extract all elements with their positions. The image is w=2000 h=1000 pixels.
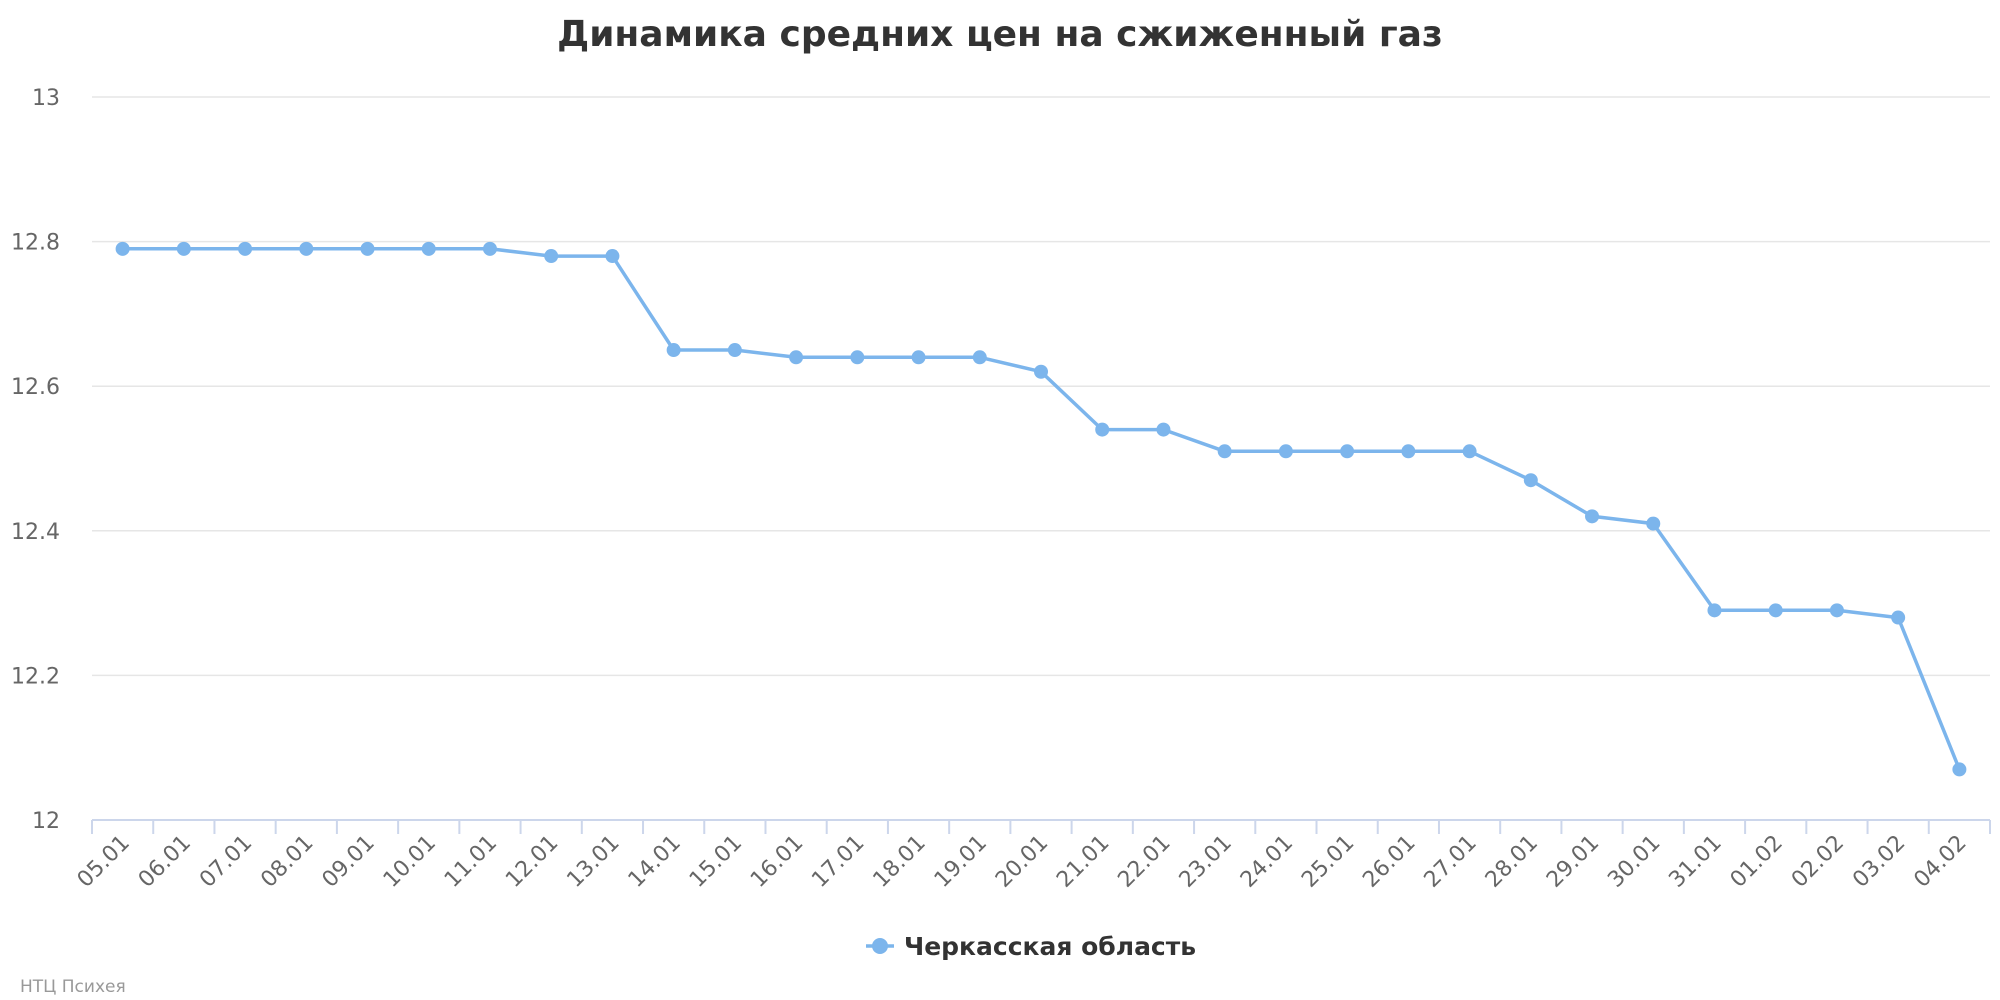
x-tick-label: 09.01 bbox=[318, 831, 380, 893]
x-tick-label: 11.01 bbox=[440, 831, 502, 893]
legend-item[interactable]: Черкасская область bbox=[866, 932, 1196, 961]
y-tick-label: 12.8 bbox=[11, 231, 60, 256]
data-point[interactable] bbox=[1217, 444, 1232, 459]
legend-marker-icon bbox=[872, 938, 888, 954]
data-point[interactable] bbox=[1707, 603, 1722, 618]
x-axis-labels: 05.01 06.01 07.01 08.01 09.01 10.01 11.01 12.01… bbox=[73, 831, 1972, 893]
data-point[interactable] bbox=[238, 241, 253, 256]
data-point[interactable] bbox=[1646, 516, 1661, 531]
x-tick-label: 31.01 bbox=[1665, 831, 1727, 893]
series-group bbox=[115, 241, 1967, 777]
data-point[interactable] bbox=[1462, 444, 1477, 459]
y-tick-label: 12 bbox=[32, 809, 60, 834]
x-tick-label: 28.01 bbox=[1481, 831, 1543, 893]
x-tick-label: 19.01 bbox=[930, 831, 992, 893]
x-tick-label: 20.01 bbox=[991, 831, 1053, 893]
x-tick-label: 01.02 bbox=[1726, 831, 1788, 893]
x-tick-label: 21.01 bbox=[1052, 831, 1114, 893]
data-point[interactable] bbox=[1156, 422, 1171, 437]
data-point[interactable] bbox=[1340, 444, 1355, 459]
data-point[interactable] bbox=[1585, 509, 1600, 524]
x-tick-label: 30.01 bbox=[1603, 831, 1665, 893]
data-point[interactable] bbox=[911, 350, 926, 365]
credits-text: НТЦ Психея bbox=[20, 977, 126, 997]
y-axis-labels: 12 12.2 12.4 12.6 12.8 13 bbox=[11, 86, 60, 834]
x-tick-label: 10.01 bbox=[379, 831, 441, 893]
x-tick-label: 14.01 bbox=[624, 831, 686, 893]
data-point[interactable] bbox=[789, 350, 804, 365]
legend[interactable]: Черкасская область bbox=[866, 932, 1196, 961]
x-tick-label: 05.01 bbox=[73, 831, 135, 893]
x-tick-label: 27.01 bbox=[1420, 831, 1482, 893]
data-point[interactable] bbox=[421, 241, 436, 256]
data-point[interactable] bbox=[299, 241, 314, 256]
x-tick-label: 02.02 bbox=[1787, 831, 1849, 893]
data-point[interactable] bbox=[605, 249, 620, 264]
x-tick-label: 07.01 bbox=[195, 831, 257, 893]
x-tick-label: 17.01 bbox=[807, 831, 869, 893]
x-tick-label: 18.01 bbox=[869, 831, 931, 893]
y-tick-label: 12.6 bbox=[11, 375, 60, 400]
x-tick-label: 03.02 bbox=[1848, 831, 1910, 893]
data-point[interactable] bbox=[1278, 444, 1293, 459]
x-axis bbox=[91, 819, 1991, 834]
y-tick-label: 12.2 bbox=[11, 664, 60, 689]
grid-lines bbox=[92, 96, 1990, 677]
data-point[interactable] bbox=[544, 249, 559, 264]
data-point[interactable] bbox=[115, 241, 130, 256]
legend-label: Черкасская область bbox=[904, 932, 1196, 961]
series-line bbox=[120, 247, 1962, 772]
x-tick-label: 24.01 bbox=[1236, 831, 1298, 893]
data-point[interactable] bbox=[1523, 473, 1538, 488]
x-tick-label: 29.01 bbox=[1542, 831, 1604, 893]
x-tick-label: 04.02 bbox=[1909, 831, 1971, 893]
y-tick-label: 13 bbox=[32, 86, 60, 111]
data-point[interactable] bbox=[972, 350, 987, 365]
x-tick-label: 06.01 bbox=[134, 831, 196, 893]
data-point[interactable] bbox=[1401, 444, 1416, 459]
data-point[interactable] bbox=[360, 241, 375, 256]
chart-title: Динамика средних цен на сжиженный газ bbox=[557, 14, 1443, 55]
x-tick-label: 08.01 bbox=[256, 831, 318, 893]
data-point[interactable] bbox=[727, 343, 742, 358]
x-tick-label: 13.01 bbox=[562, 831, 624, 893]
y-tick-label: 12.4 bbox=[11, 520, 60, 545]
data-point[interactable] bbox=[482, 241, 497, 256]
data-point[interactable] bbox=[1095, 422, 1110, 437]
data-point[interactable] bbox=[176, 241, 191, 256]
data-point[interactable] bbox=[1891, 610, 1906, 625]
x-tick-label: 15.01 bbox=[685, 831, 747, 893]
x-tick-label: 26.01 bbox=[1358, 831, 1420, 893]
data-point[interactable] bbox=[1952, 762, 1967, 777]
data-point[interactable] bbox=[850, 350, 865, 365]
x-tick-label: 23.01 bbox=[1175, 831, 1237, 893]
x-tick-label: 22.01 bbox=[1113, 831, 1175, 893]
data-point[interactable] bbox=[1768, 603, 1783, 618]
data-point[interactable] bbox=[666, 343, 681, 358]
data-point[interactable] bbox=[1034, 364, 1048, 379]
x-tick-label: 16.01 bbox=[746, 831, 808, 893]
x-tick-label: 12.01 bbox=[501, 831, 563, 893]
data-point[interactable] bbox=[1829, 603, 1844, 618]
x-tick-label: 25.01 bbox=[1297, 831, 1359, 893]
